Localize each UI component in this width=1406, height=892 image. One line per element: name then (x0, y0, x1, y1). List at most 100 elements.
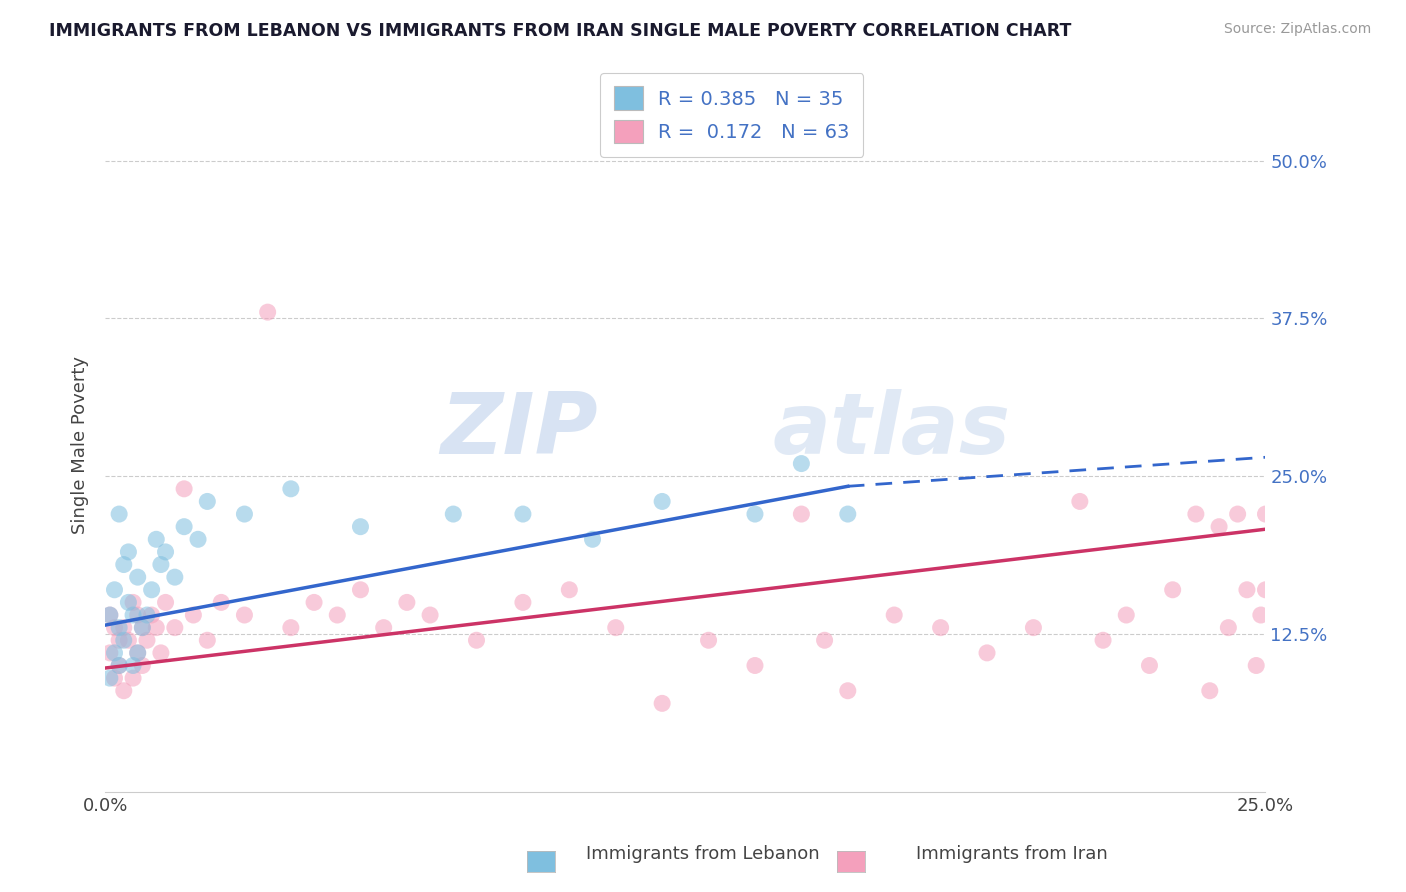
Point (98, 671, 121, 685)
Point (419, 607, 441, 622)
Point (122, 658, 145, 673)
Point (108, 621, 131, 635)
Point (558, 582, 581, 597)
Point (651, 494, 673, 508)
Point (373, 621, 395, 635)
Point (122, 595, 145, 609)
Point (1115, 607, 1137, 622)
Point (1092, 633, 1115, 648)
Point (149, 646, 172, 660)
Point (117, 633, 139, 648)
Point (103, 646, 125, 660)
Point (883, 607, 905, 622)
Point (108, 658, 131, 673)
Point (141, 582, 163, 597)
Point (127, 646, 149, 660)
Point (1208, 519, 1230, 533)
Y-axis label: Single Male Poverty: Single Male Poverty (72, 356, 89, 533)
Point (651, 697, 673, 711)
Point (136, 633, 159, 648)
Point (837, 507, 859, 521)
Text: Source: ZipAtlas.com: Source: ZipAtlas.com (1223, 22, 1371, 37)
Point (744, 507, 766, 521)
Text: Immigrants from Iran: Immigrants from Iran (917, 846, 1108, 863)
Point (131, 621, 153, 635)
Point (326, 607, 349, 622)
Point (103, 582, 125, 597)
Point (122, 671, 145, 685)
Point (136, 607, 159, 622)
Point (280, 621, 302, 635)
Point (280, 482, 302, 496)
Point (122, 607, 145, 622)
Text: ZIP: ZIP (440, 389, 599, 472)
Point (163, 621, 186, 635)
Point (155, 545, 177, 559)
Point (98, 646, 121, 660)
Point (108, 633, 131, 648)
Point (1254, 582, 1277, 597)
Point (209, 595, 232, 609)
Point (465, 633, 488, 648)
Point (395, 595, 418, 609)
Point (233, 607, 256, 622)
Point (790, 457, 813, 471)
Point (1185, 507, 1208, 521)
Point (697, 633, 720, 648)
Point (302, 595, 325, 609)
Point (349, 582, 371, 597)
Point (98, 607, 121, 622)
Point (112, 683, 135, 698)
Point (1218, 621, 1240, 635)
Point (1244, 658, 1267, 673)
Point (195, 633, 218, 648)
Point (127, 570, 149, 584)
Point (1198, 683, 1220, 698)
Point (112, 558, 135, 572)
Point (141, 607, 163, 622)
Point (976, 646, 998, 660)
Point (108, 507, 131, 521)
Point (131, 621, 153, 635)
Legend: R = 0.385   N = 35, R =  0.172   N = 63: R = 0.385 N = 35, R = 0.172 N = 63 (600, 72, 863, 157)
Text: Immigrants from Lebanon: Immigrants from Lebanon (586, 846, 820, 863)
Point (837, 683, 859, 698)
Point (512, 507, 534, 521)
Point (1069, 494, 1091, 508)
Point (813, 633, 835, 648)
Point (117, 545, 139, 559)
Point (98, 607, 121, 622)
Point (512, 595, 534, 609)
Point (127, 646, 149, 660)
Point (145, 621, 167, 635)
Point (173, 519, 195, 533)
Point (1139, 658, 1161, 673)
Point (163, 570, 186, 584)
Point (155, 595, 177, 609)
Point (195, 494, 218, 508)
Point (1161, 582, 1184, 597)
Point (187, 533, 209, 547)
Point (108, 658, 131, 673)
Point (145, 533, 167, 547)
Point (233, 507, 256, 521)
Point (112, 633, 135, 648)
Point (1250, 607, 1272, 622)
Point (149, 558, 172, 572)
Point (929, 621, 952, 635)
Point (744, 658, 766, 673)
Point (131, 658, 153, 673)
Text: IMMIGRANTS FROM LEBANON VS IMMIGRANTS FROM IRAN SINGLE MALE POVERTY CORRELATION : IMMIGRANTS FROM LEBANON VS IMMIGRANTS FR… (49, 22, 1071, 40)
Point (1254, 507, 1277, 521)
Point (349, 519, 371, 533)
Point (581, 533, 603, 547)
Point (112, 621, 135, 635)
Point (1236, 582, 1258, 597)
Point (127, 607, 149, 622)
Point (790, 507, 813, 521)
Point (441, 507, 464, 521)
Point (103, 621, 125, 635)
Text: atlas: atlas (772, 389, 1011, 472)
Point (117, 595, 139, 609)
Point (103, 671, 125, 685)
